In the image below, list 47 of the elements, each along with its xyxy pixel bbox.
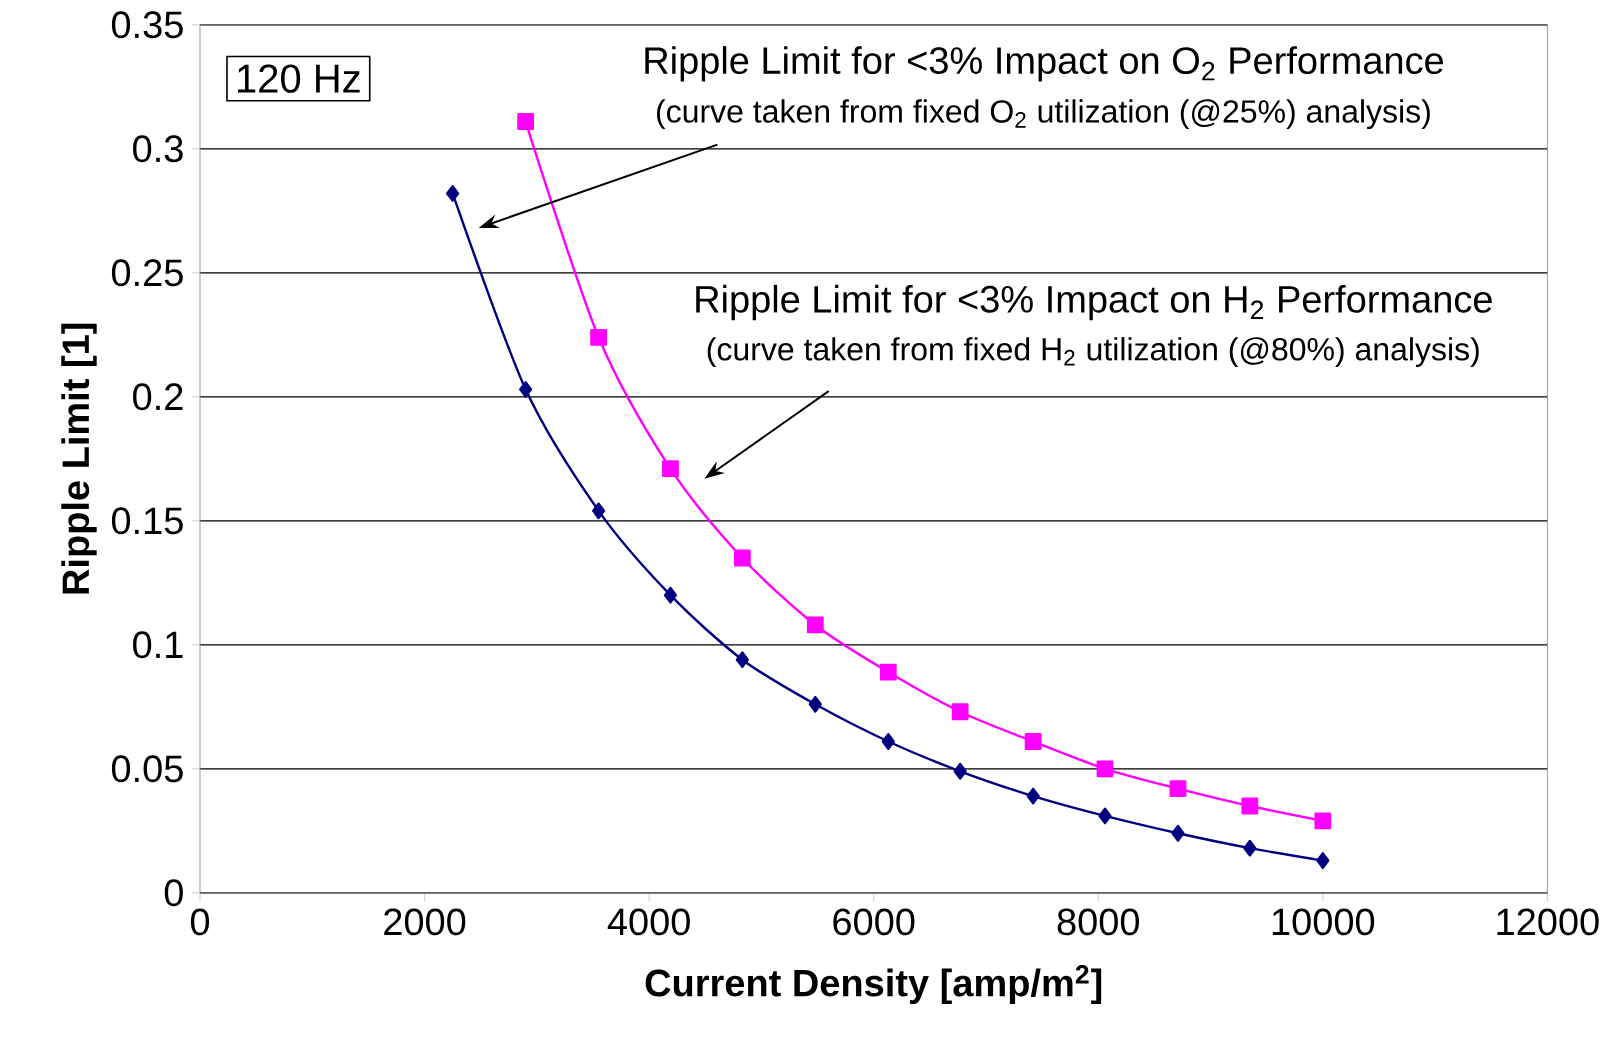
point (733, 549, 751, 567)
x-tick-label: 10000 (1272, 908, 1375, 936)
point (1026, 787, 1040, 805)
y-tick-label: 0.1 (133, 631, 183, 659)
point (1316, 852, 1330, 870)
point (951, 703, 969, 721)
point (1098, 807, 1112, 825)
point (806, 616, 824, 634)
annotation: Ripple Limit for <3% Impact on O$_{2}$ Performance (645, 46, 1444, 82)
y-tick-label: 0.2 (133, 383, 183, 411)
point (1169, 780, 1187, 798)
x-tick-label: 0 (190, 908, 210, 936)
point (517, 113, 535, 131)
y-tick-label: 0.35 (111, 11, 183, 39)
point (953, 762, 967, 780)
point (735, 651, 749, 669)
annotation: Ripple Limit for <3% Impact on H$_{2}$ Performance (696, 284, 1492, 321)
x-tick-label: 4000 (607, 908, 690, 936)
point (808, 696, 822, 713)
point (1024, 733, 1042, 751)
y-tick-label: 0.3 (133, 135, 183, 163)
annotation: (curve taken from fixed H$_{2}$ utilization (@80%) analysis) (707, 337, 1479, 368)
y-tick-label: 0 (164, 879, 183, 907)
x-tick-label: 2000 (384, 908, 466, 936)
x-tick-label: 12000 (1497, 908, 1599, 936)
point (662, 460, 679, 478)
annotation: (curve taken from fixed O$_{2}$ utilization (@25%) analysis) (657, 99, 1430, 130)
x-tick-label: 8000 (1057, 908, 1140, 936)
point (663, 586, 678, 604)
point (519, 381, 533, 398)
annotation: 120 Hz (238, 64, 360, 93)
point (1096, 760, 1114, 778)
x-tick-label: 6000 (833, 908, 915, 936)
point (879, 663, 897, 681)
y-tick-label: 0.15 (111, 507, 183, 535)
point (1241, 797, 1259, 815)
point (1171, 824, 1185, 842)
x-axis-title: Current Density [amp/m$^{2}$] (645, 965, 1102, 1005)
point (1314, 812, 1332, 830)
y-axis-title: Ripple Limit [1] (61, 323, 97, 594)
point (590, 328, 608, 346)
point (1243, 839, 1257, 857)
point (446, 185, 460, 202)
y-tick-label: 0.25 (111, 259, 183, 287)
y-tick-label: 0.05 (111, 755, 183, 783)
point (592, 502, 606, 520)
point (881, 733, 895, 751)
